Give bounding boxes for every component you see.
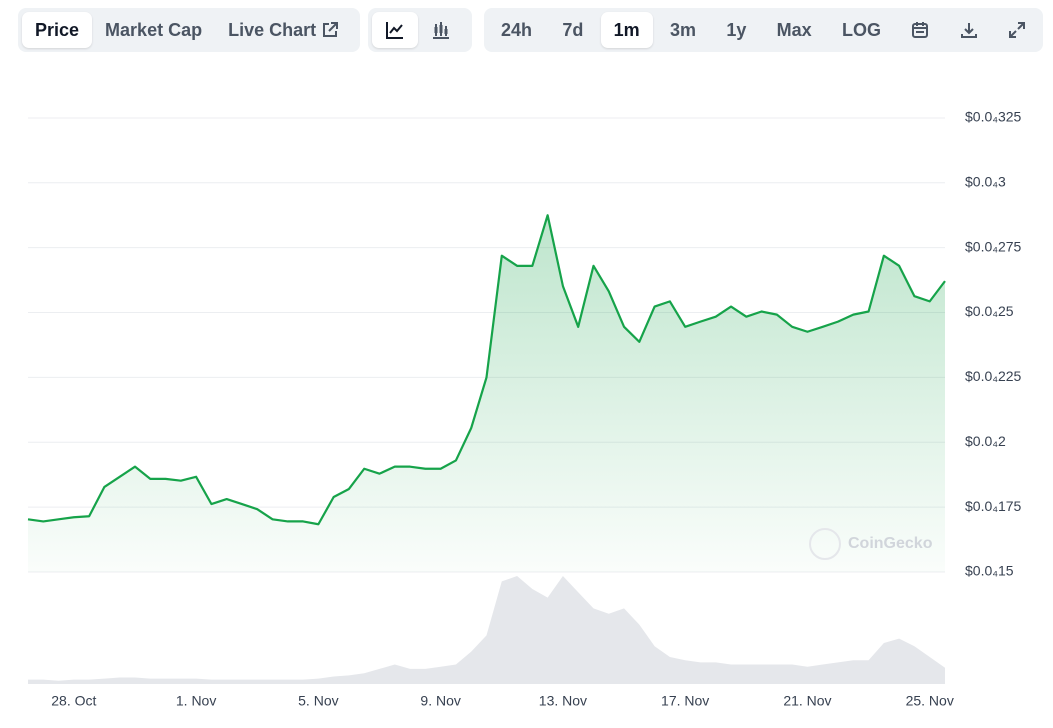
live-chart-tab[interactable]: Live Chart [215,12,352,48]
x-tick-label: 9. Nov [420,693,460,709]
chart-style-switch [368,8,472,52]
price-area [28,215,945,573]
range-button[interactable]: 3m [670,19,697,40]
live-chart-label: Live Chart [228,19,317,40]
external-icon [323,22,339,37]
price-line [27,214,946,526]
x-tick-label: 25. Nov [906,693,954,709]
y-tick-label: $0.0₄25 [965,303,1014,319]
x-tick-label: 1. Nov [176,693,216,709]
range-button[interactable]: 7d [562,19,584,40]
y-tick-label: $0.0₄325 [965,109,1022,125]
x-tick-label: 28. Oct [51,693,96,709]
price-tab[interactable]: Price [22,12,93,48]
candle-icon [433,22,449,39]
view-switch: Price Market Cap Live Chart [18,8,360,52]
watermark: CoinGecko [848,535,933,552]
volume-area [28,576,945,684]
y-tick-label: $0.0₄175 [965,498,1022,514]
range-button[interactable]: 24h [501,19,533,40]
market-cap-tab[interactable]: Market Cap [105,19,203,40]
y-tick-label: $0.0₄275 [965,238,1022,254]
x-tick-label: 17. Nov [661,693,709,709]
calendar-button[interactable] [898,12,942,48]
x-tick-label: 13. Nov [539,693,587,709]
y-tick-label: $0.0₄225 [965,368,1022,384]
x-tick-label: 21. Nov [783,693,831,709]
download-button[interactable] [947,12,991,48]
y-tick-label: $0.0₄15 [965,563,1014,579]
watermark-logo [809,528,841,560]
y-tick-label: $0.0₄2 [965,433,1006,449]
range-switch: 24h 7d 1m 3m 1y Max LOG [484,8,1043,52]
fullscreen-button[interactable] [995,12,1039,48]
line-icon [386,22,403,39]
range-button[interactable]: 1y [726,19,747,40]
log-button[interactable]: LOG [842,19,881,40]
range-button[interactable]: 1m [600,12,653,48]
y-tick-label: $0.0₄3 [965,174,1006,190]
calendar-icon [912,22,929,38]
line-chart-button[interactable] [372,12,418,48]
x-tick-label: 5. Nov [298,693,338,709]
download-icon [960,23,977,38]
expand-icon [1008,22,1025,38]
plot: $0.0₄15 $0.0₄175 $0.0₄2 $0.0₄225 $0.0₄25 $0.0… [27,109,1022,709]
candle-chart-button[interactable] [418,12,464,48]
range-button[interactable]: Max [776,19,812,40]
